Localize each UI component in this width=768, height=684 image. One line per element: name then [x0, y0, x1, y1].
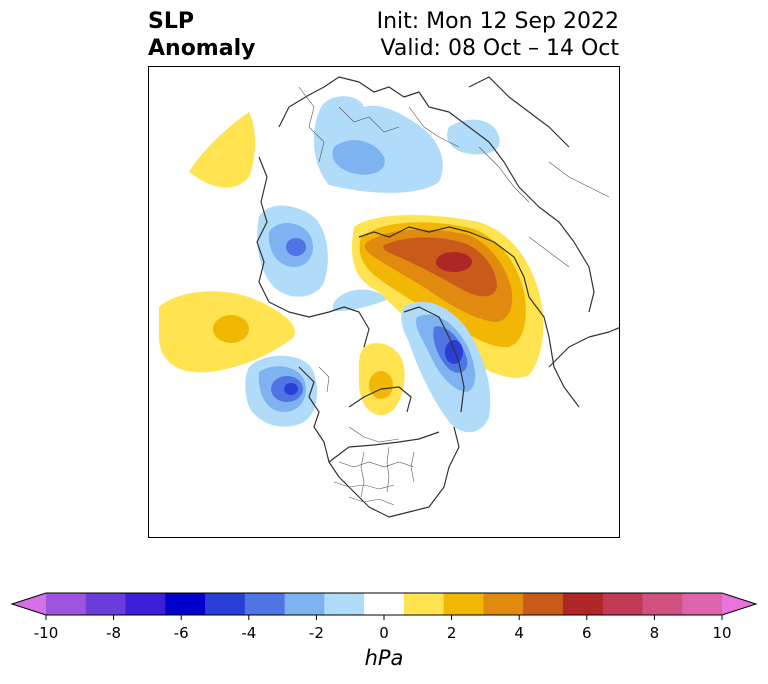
- anomaly-asia-positive: [189, 112, 255, 188]
- title-line-1: SLP: [148, 9, 194, 34]
- colorbar-tick-label: -6: [173, 624, 189, 642]
- map-title: SLP Anomaly: [148, 8, 255, 62]
- title-line-2: Anomaly: [148, 36, 256, 61]
- colorbar-tick-label: 0: [379, 624, 389, 642]
- anomaly-western-europe-negative: [257, 205, 389, 312]
- colorbar-bin: [403, 593, 445, 615]
- colorbar: [10, 592, 758, 620]
- colorbar-bin: [682, 593, 723, 615]
- colorbar-bin: [523, 593, 564, 615]
- colorbar-tick-label: -8: [106, 624, 122, 642]
- anomaly-hudson-positive: [358, 343, 405, 416]
- colorbar-bin: [85, 593, 127, 615]
- colorbar-extend-high: [722, 593, 756, 615]
- colorbar-tick-label: -2: [308, 624, 324, 642]
- colorbar-tick-label: 6: [582, 624, 592, 642]
- anomaly-alaska-negative: [245, 355, 318, 427]
- colorbar-tick-label: 4: [514, 624, 524, 642]
- colorbar-bin: [324, 593, 365, 615]
- colorbar-bin: [443, 593, 484, 615]
- colorbar-tick-label: 8: [649, 624, 660, 642]
- colorbar-bin: [562, 593, 604, 615]
- anomaly-greenland-negative: [401, 301, 491, 433]
- anomaly-siberia-positive: [351, 215, 544, 378]
- colorbar-bin: [46, 593, 87, 615]
- colorbar-tick-label: -10: [33, 624, 59, 642]
- colorbar-tick-label: -4: [241, 624, 257, 642]
- coastlines: [256, 76, 619, 518]
- colorbar-bin: [125, 593, 166, 615]
- colorbar-bin: [165, 593, 206, 615]
- colorbar-bin: [483, 593, 524, 615]
- country-borders: [298, 86, 610, 506]
- colorbar-unit-label: hPa: [364, 646, 404, 670]
- colorbar-bin: [205, 593, 246, 615]
- anomaly-pacific-positive: [159, 291, 295, 373]
- colorbar-tick-label: 2: [446, 624, 457, 642]
- forecast-dates: Init: Mon 12 Sep 2022 Valid: 08 Oct – 14…: [377, 8, 619, 62]
- colorbar-tick-label: 10: [712, 624, 732, 642]
- colorbar-bin: [244, 593, 286, 615]
- anomaly-europe-negative: [313, 96, 500, 193]
- colorbar-bin: [642, 593, 683, 615]
- colorbar-bin: [364, 593, 405, 615]
- init-date: Init: Mon 12 Sep 2022: [376, 9, 619, 34]
- anomaly-map: [159, 76, 619, 518]
- map-panel: [148, 66, 620, 538]
- valid-range: Valid: 08 Oct – 14 Oct: [380, 36, 619, 61]
- colorbar-bin: [284, 593, 325, 615]
- colorbar-bin: [602, 593, 643, 615]
- colorbar-extend-low: [12, 593, 46, 615]
